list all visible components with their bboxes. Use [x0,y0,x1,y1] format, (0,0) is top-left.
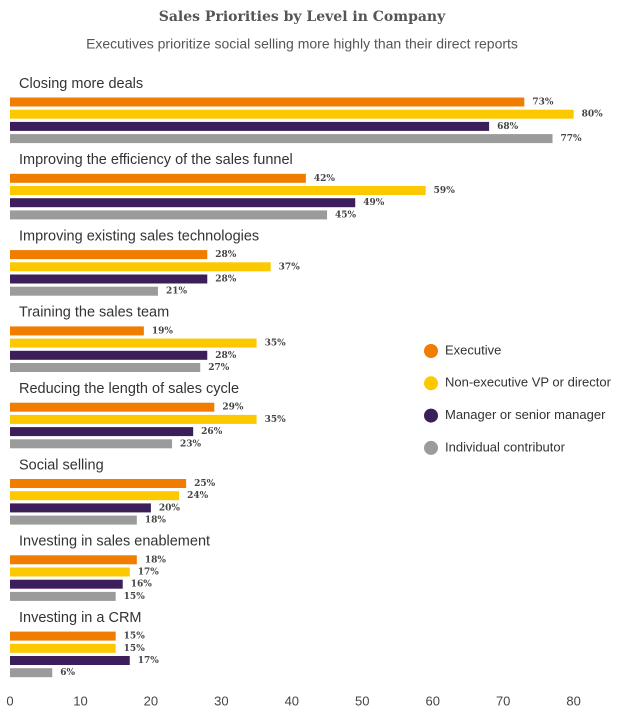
value-label: 17% [138,656,160,666]
bar [10,439,173,449]
x-tick-label: 40 [285,693,299,708]
bar [10,515,137,525]
value-label: 28% [215,250,237,260]
bar [10,109,574,119]
legend-label: Individual contributor [445,439,566,454]
bar [10,350,208,360]
category-label: Improving existing sales technologies [19,228,259,244]
bar [10,186,426,195]
legend-label: Manager or senior manager [445,407,606,422]
category-label: Closing more deals [19,76,143,92]
legend-label: Executive [445,342,501,357]
x-tick-label: 50 [355,693,369,708]
bar [10,668,53,678]
bar [10,656,130,665]
bar [10,591,116,601]
bar [10,326,144,336]
bar [10,97,525,107]
bar [10,567,130,577]
value-label: 15% [124,592,146,602]
value-label: 28% [215,275,237,285]
value-label: 68% [497,122,519,132]
value-label: 29% [222,403,244,413]
value-label: 45% [335,210,357,220]
x-tick-label: 80 [566,693,580,708]
legend-marker [424,344,438,358]
bar [10,286,158,296]
value-label: 15% [124,632,146,642]
value-label: 25% [194,479,216,489]
value-label: 21% [166,287,188,297]
legend-label: Non-executive VP or director [445,375,612,390]
value-label: 17% [138,568,160,578]
category-label: Social selling [19,457,104,473]
bar [10,555,137,565]
value-label: 6% [60,668,75,678]
legend-marker [424,440,438,455]
bar [10,427,194,437]
bar [10,363,201,372]
value-label: 35% [265,339,287,349]
bar [10,579,123,589]
value-label: 59% [434,186,456,196]
value-label: 16% [131,580,153,590]
legend-marker [424,408,438,423]
category-label: Improving the efficiency of the sales fu… [19,152,293,168]
value-label: 27% [208,363,230,373]
value-label: 42% [314,174,336,184]
value-label: 24% [187,491,209,501]
value-label: 73% [532,98,554,108]
value-label: 77% [561,134,583,144]
value-label: 18% [145,516,167,526]
category-label: Investing in a CRM [19,610,142,626]
legend-marker [424,376,438,391]
bar [10,121,490,131]
bar [10,479,187,488]
bar [10,414,257,424]
bar [10,503,151,513]
bar [10,262,271,272]
category-label: Reducing the length of sales cycle [19,381,239,397]
x-tick-label: 30 [214,693,228,708]
bar [10,134,553,144]
value-label: 23% [180,439,202,449]
value-label: 37% [279,262,301,272]
value-label: 28% [215,351,237,361]
bar [10,643,116,653]
category-label: Investing in sales enablement [19,534,210,550]
bar [10,250,208,260]
value-label: 26% [201,427,223,437]
value-label: 18% [145,555,167,565]
x-tick-label: 0 [6,693,13,708]
chart-title: Sales Priorities by Level in Company [159,9,446,25]
bar [10,402,215,412]
bar [10,173,306,183]
value-label: 19% [152,326,174,336]
bar [10,491,180,501]
bar [10,338,257,348]
value-label: 80% [582,110,604,120]
bar [10,631,116,641]
category-label: Training the sales team [19,305,169,321]
value-label: 15% [124,644,146,654]
chart-subtitle: Executives prioritize social selling mor… [86,36,518,52]
value-label: 20% [159,503,181,513]
bar [10,210,328,220]
bar [10,274,208,284]
x-tick-label: 20 [144,693,158,708]
x-tick-label: 60 [425,693,439,708]
value-label: 49% [363,198,385,208]
value-label: 35% [265,415,287,425]
x-tick-label: 70 [496,693,510,708]
x-tick-label: 10 [73,693,87,708]
bar [10,198,356,208]
